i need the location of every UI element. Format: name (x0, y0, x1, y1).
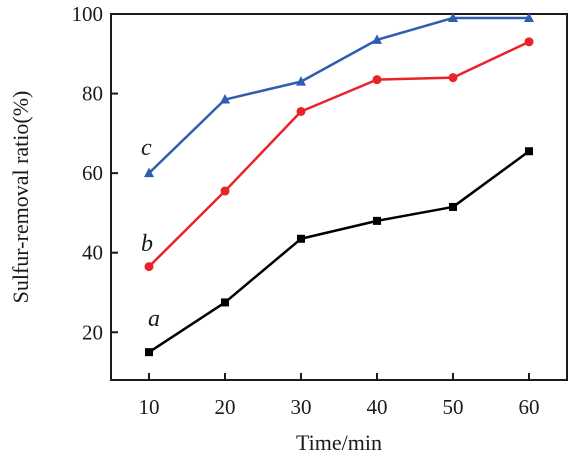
data-point-b (144, 262, 154, 272)
x-tick-label: 20 (215, 395, 236, 419)
data-point-a (525, 147, 533, 156)
series-label-a: a (148, 306, 160, 332)
x-tick-label: 50 (443, 395, 464, 419)
series-c (144, 12, 534, 178)
series-a (145, 147, 533, 357)
y-tick-label: 60 (82, 161, 103, 185)
data-point-c (372, 34, 382, 44)
x-tick-label: 30 (291, 395, 312, 419)
data-point-a (373, 216, 381, 225)
series-b (144, 37, 534, 272)
plot-frame (110, 13, 568, 381)
y-tick-label: 100 (72, 2, 104, 26)
series-label-b: b (141, 231, 153, 257)
data-point-a (297, 234, 305, 243)
x-tick-label: 60 (519, 395, 540, 419)
data-point-a (449, 202, 457, 211)
data-point-b (448, 73, 458, 83)
series-labels: a b c (141, 135, 160, 332)
data-point-b (220, 186, 230, 196)
data-point-c (144, 167, 154, 178)
y-tick-label: 40 (82, 241, 103, 265)
series-line-a (148, 150, 530, 354)
data-point-c (524, 12, 534, 22)
data-point-c (220, 94, 230, 104)
y-tick-label: 80 (82, 82, 103, 106)
x-axis-title: Time/min (296, 430, 382, 455)
y-tick-label: 20 (82, 320, 103, 344)
x-tick-label: 40 (367, 395, 388, 419)
data-point-a (145, 348, 153, 357)
y-axis-title: Sulfur-removal ratio(%) (8, 91, 33, 304)
axis-ticks: 10 20 30 40 50 60 20 40 60 80 100 (72, 2, 540, 419)
series-line-c (148, 16, 529, 175)
data-point-a (221, 298, 229, 307)
data-point-c (296, 76, 306, 86)
series-label-c: c (141, 135, 152, 161)
data-point-b (296, 106, 306, 116)
x-tick-label: 10 (139, 395, 160, 419)
series-layer (144, 12, 534, 357)
data-point-b (524, 37, 534, 47)
data-point-b (372, 75, 382, 85)
data-point-c (448, 12, 458, 22)
series-line-b (148, 40, 530, 268)
